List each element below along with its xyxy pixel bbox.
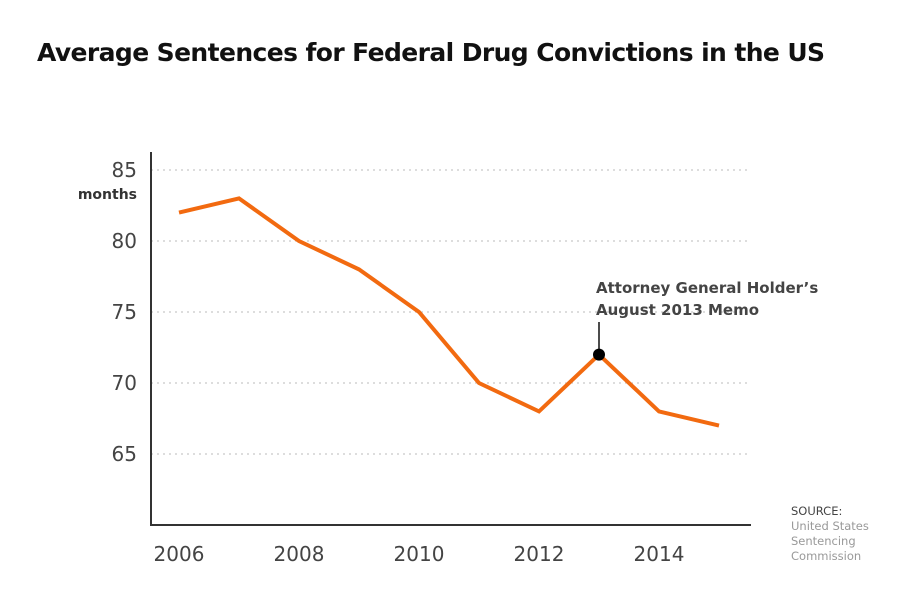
x-tick-label: 2012: [514, 542, 565, 566]
y-tick-label: 70: [112, 371, 137, 395]
x-tick-label: 2008: [274, 542, 325, 566]
y-tick-label: 65: [112, 442, 137, 466]
y-axis-unit: months: [78, 187, 137, 203]
y-tick-label: 80: [112, 229, 137, 253]
source-text: Commission: [791, 549, 861, 563]
source-text: Sentencing: [791, 534, 856, 548]
annotation-marker: [593, 348, 605, 361]
annotation-text: Attorney General Holder’s: [596, 279, 818, 297]
x-tick-label: 2006: [154, 542, 205, 566]
y-tick-label: 85: [112, 158, 137, 182]
source-text: United States: [791, 519, 869, 533]
x-tick-label: 2010: [394, 542, 445, 566]
source-label: SOURCE:: [791, 504, 842, 518]
chart-title: Average Sentences for Federal Drug Convi…: [37, 38, 825, 67]
annotation-text: August 2013 Memo: [596, 301, 759, 319]
x-tick-label: 2014: [634, 542, 685, 566]
data-line: [178, 196, 720, 428]
y-tick-label: 75: [112, 300, 137, 324]
